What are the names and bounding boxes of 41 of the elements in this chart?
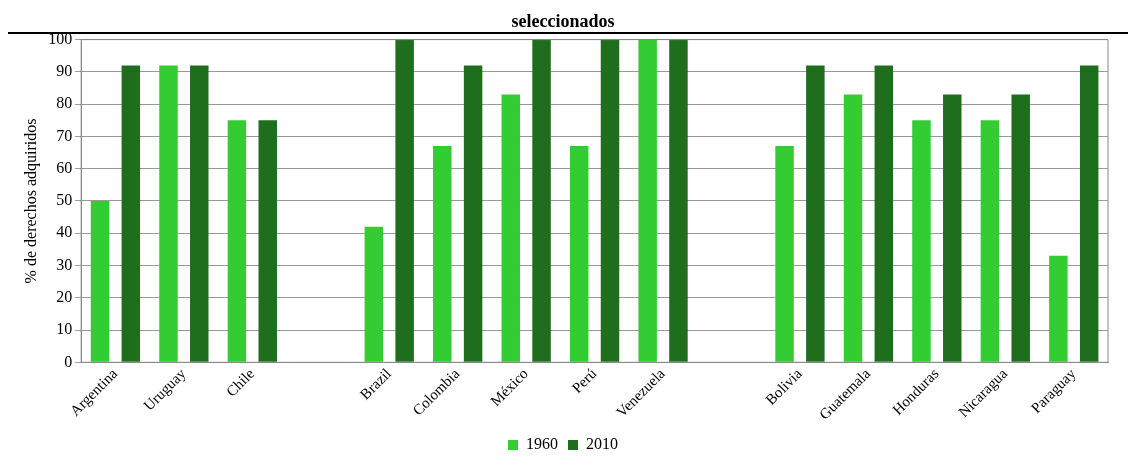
legend-label: 1960	[526, 435, 558, 453]
x-tick-label: Chile	[222, 365, 258, 400]
y-tick-label: 10	[56, 320, 73, 338]
y-tick-label: 80	[56, 94, 73, 112]
bar	[121, 65, 141, 362]
y-tick-label: 50	[56, 191, 73, 209]
bar	[190, 65, 209, 362]
bar	[669, 39, 688, 362]
y-axis-title: % de derechos adquiridos	[21, 118, 40, 284]
y-tick-label: 40	[56, 223, 73, 241]
bar	[433, 146, 452, 362]
bar	[874, 65, 894, 362]
bar	[775, 146, 794, 362]
y-tick-label: 20	[56, 287, 73, 305]
bar	[395, 39, 414, 362]
bar	[638, 39, 657, 362]
bar	[912, 120, 931, 362]
bar	[1079, 65, 1099, 362]
bar	[90, 200, 110, 362]
bar	[569, 146, 589, 362]
y-tick-label: 0	[64, 352, 73, 370]
chart-title: seleccionados	[511, 11, 615, 32]
bar	[600, 39, 620, 362]
legend-label: 2010	[586, 435, 618, 453]
bar	[980, 120, 1000, 362]
bar	[1049, 255, 1068, 362]
bar	[1011, 94, 1030, 362]
y-tick-label: 30	[56, 255, 73, 273]
y-tick-label: 90	[56, 62, 73, 80]
bar	[258, 120, 277, 362]
bar	[227, 120, 247, 362]
bar	[806, 65, 825, 362]
y-tick-label: 60	[56, 158, 73, 176]
bar	[159, 65, 178, 362]
y-tick-label: 70	[56, 126, 73, 144]
bar	[532, 39, 551, 362]
bar	[364, 226, 384, 362]
bar	[463, 65, 483, 362]
bar	[501, 94, 520, 362]
bar	[843, 94, 863, 362]
bar	[943, 94, 962, 362]
